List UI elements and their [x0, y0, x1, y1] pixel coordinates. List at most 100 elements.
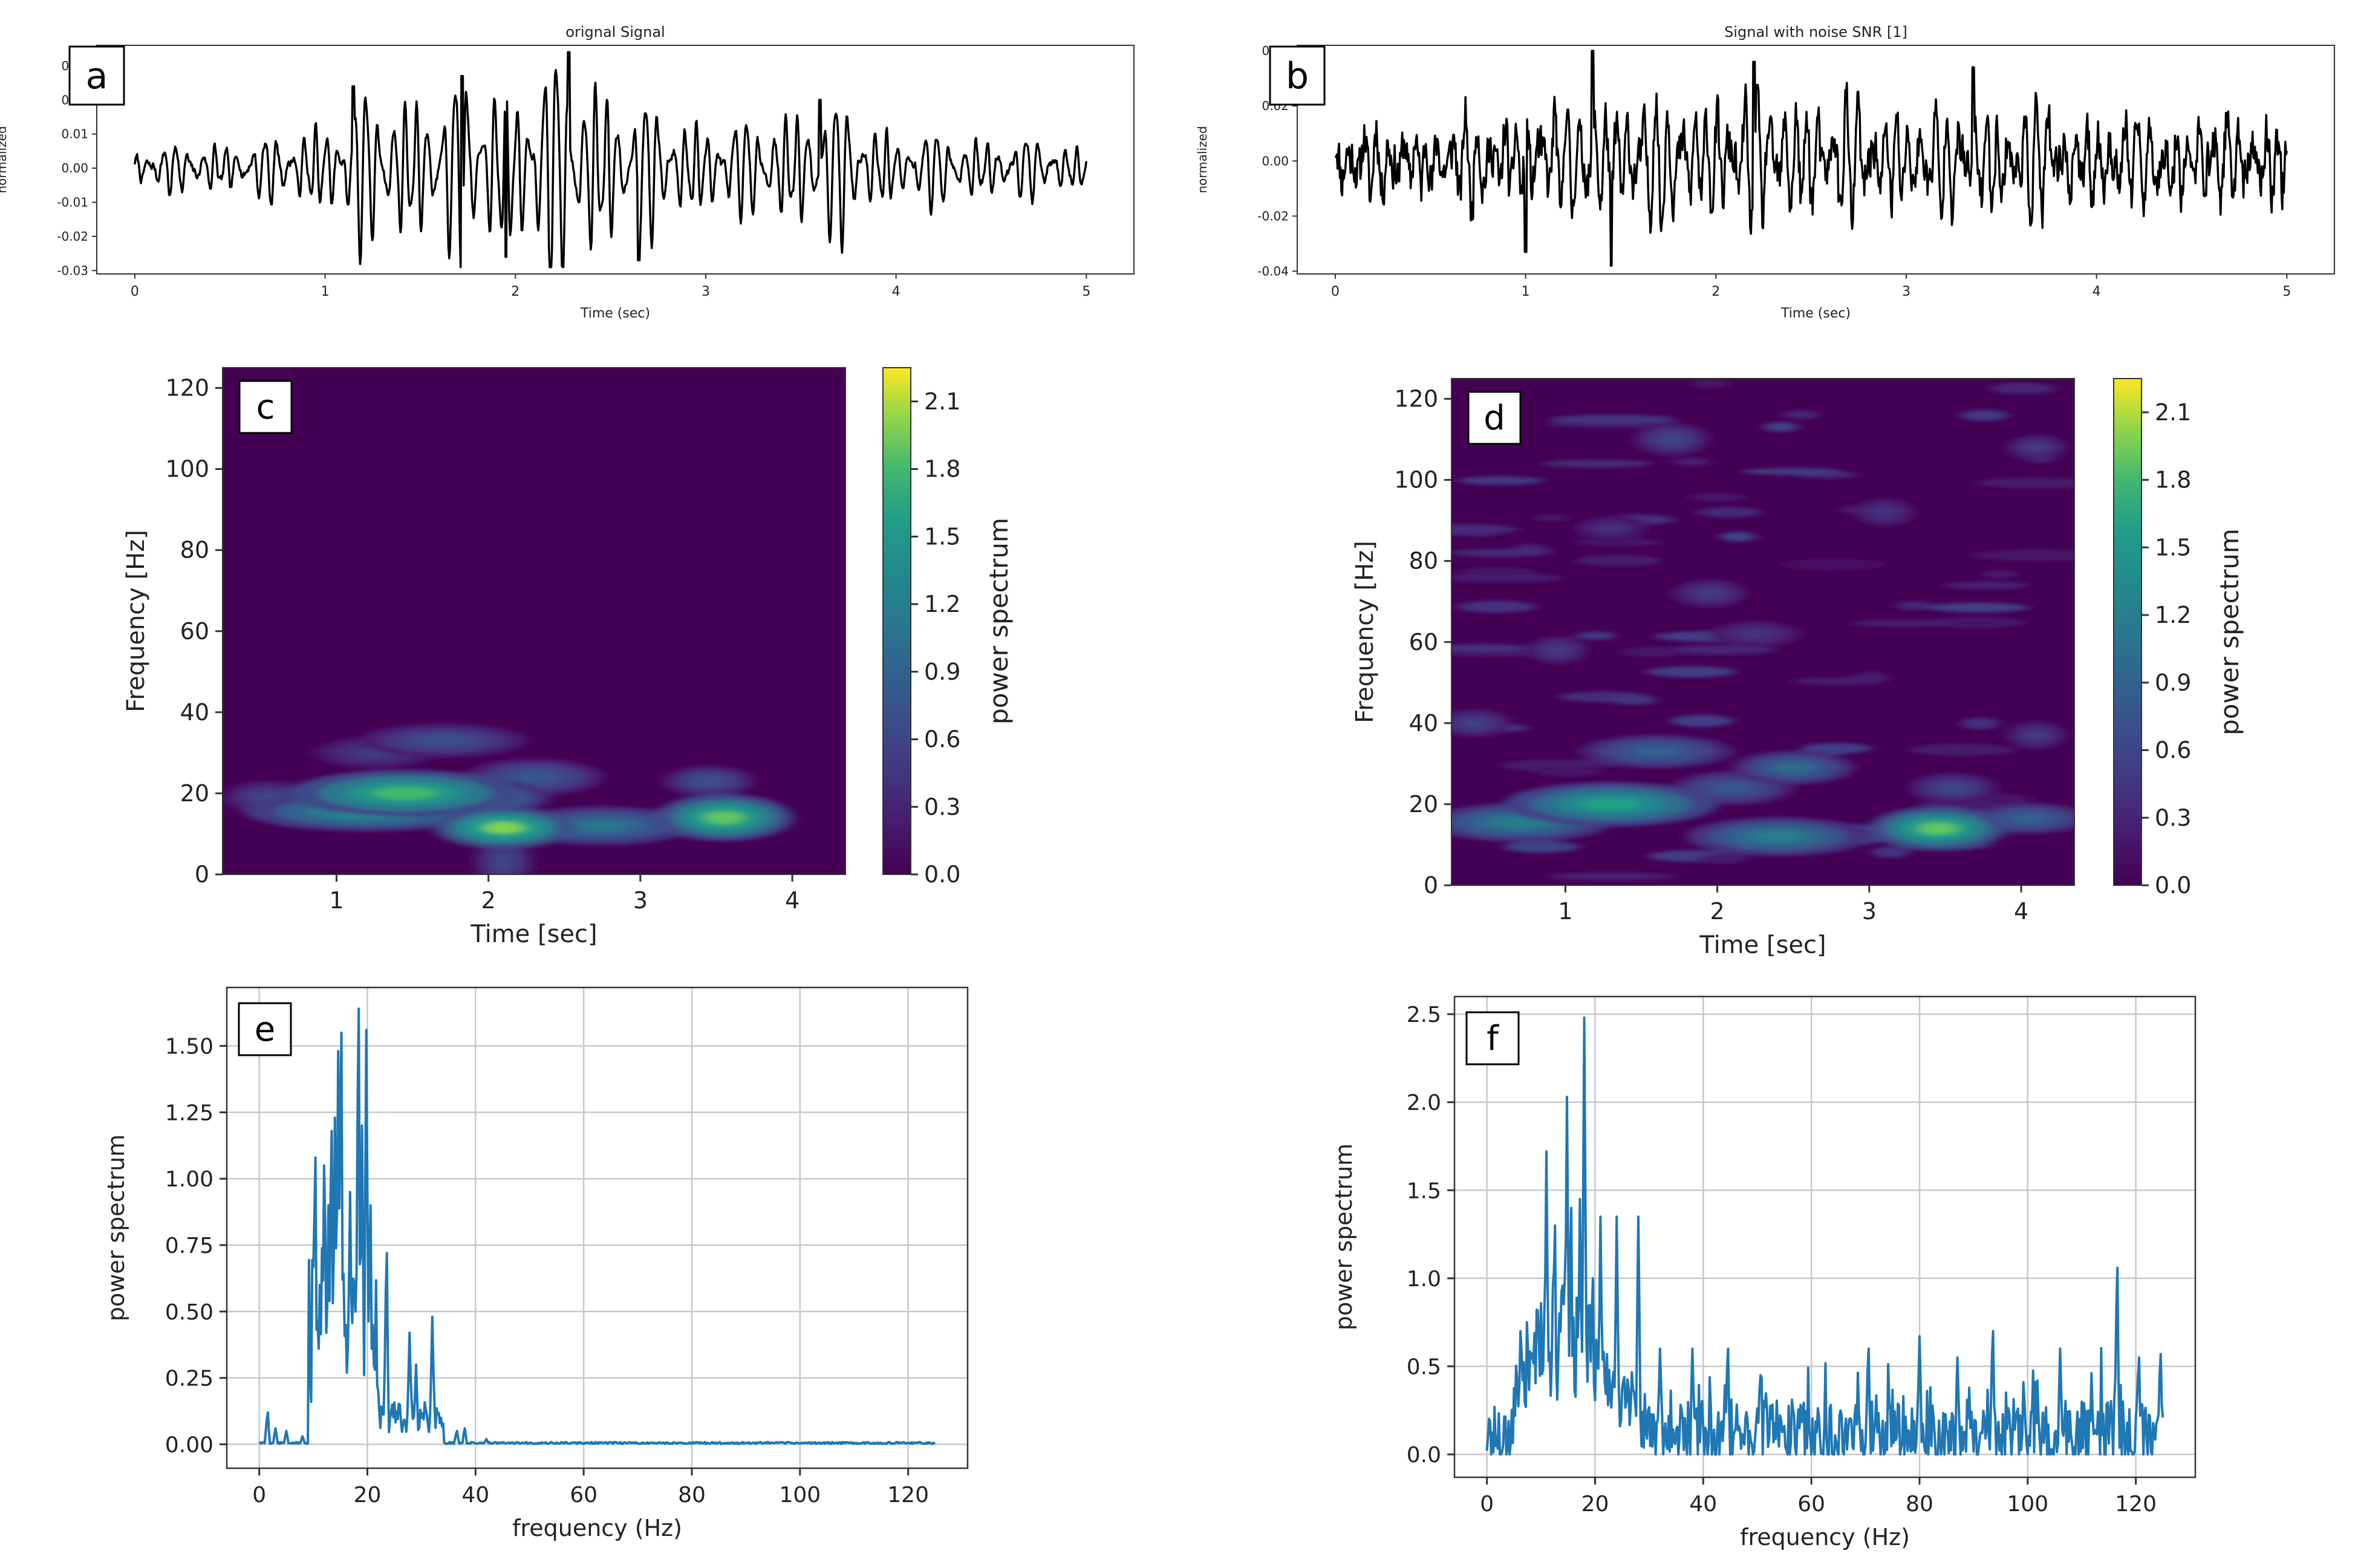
y-tick-label: 0.00: [1262, 154, 1289, 168]
y-tick-label: 1.50: [165, 1035, 213, 1059]
x-tick-label: 0: [131, 284, 139, 299]
panel-label-e: e: [255, 1010, 275, 1049]
x-axis-label: frequency (Hz): [512, 1515, 682, 1541]
y-tick-label: -0.02: [57, 229, 88, 244]
spectrogram-blob: [1464, 719, 1485, 727]
noise-streak: [1778, 559, 1887, 571]
y-tick-label: 0.5: [1407, 1355, 1441, 1380]
spectrogram-blob: [1494, 817, 1546, 828]
noise-streak: [1577, 631, 1616, 640]
spectrogram-blob: [576, 820, 628, 831]
noise-streak: [1742, 467, 1843, 475]
y-tick-label: 20: [1409, 791, 1438, 818]
heatmap-layer: [223, 368, 845, 874]
colorbar-tick-label: 0.6: [924, 726, 960, 753]
y-tick-label: 1.25: [165, 1101, 213, 1125]
heatmap-blobs: [1451, 379, 2074, 881]
noise-streak: [1926, 616, 2027, 628]
x-tick-label: 1: [329, 887, 344, 914]
y-tick-label: 80: [180, 537, 209, 564]
y-tick-label: 0.01: [61, 127, 88, 142]
signal-line: [134, 51, 1088, 268]
spectrogram-blob: [1699, 589, 1721, 597]
plot-frame: [1451, 378, 2075, 886]
panel-label-f-box: [1465, 1011, 1520, 1065]
y-tick-label: 0.25: [165, 1367, 213, 1391]
colorbar-tick-label: 0.3: [2155, 804, 2191, 831]
chart-title: Signal with noise SNR [1]: [1724, 24, 1907, 41]
noise-streak: [1976, 478, 2074, 489]
x-axis-label: frequency (Hz): [1740, 1524, 1910, 1550]
noise-streak: [1800, 743, 1872, 754]
x-tick-label: 1: [1522, 284, 1530, 299]
noise-streak: [1698, 853, 1748, 864]
noise-streak: [1549, 414, 1676, 425]
spectrogram-blob: [2011, 814, 2046, 823]
y-tick-label: 20: [180, 780, 209, 807]
noise-streak: [1972, 549, 2074, 561]
panel-f-noisy-power-spectrum: 0 20 40 60 80 100 120 0.0 0.5 1.0 1.5 2.0 2.5 frequen…: [1330, 995, 2197, 1550]
x-tick-label: 60: [1797, 1492, 1825, 1517]
noise-streak: [1576, 555, 1663, 567]
x-tick-label: 40: [461, 1483, 489, 1508]
noise-streak: [1928, 602, 2028, 613]
spectrogram-blob: [1661, 434, 1682, 444]
noise-streak: [1850, 619, 1957, 628]
spectrogram-blob: [495, 854, 512, 870]
noise-streak: [1670, 715, 1734, 727]
noise-streak: [1871, 847, 1911, 858]
y-axis-label: Frequency [Hz]: [122, 530, 150, 712]
panel-label-e-box: [238, 1002, 292, 1056]
x-tick-label: 0: [252, 1483, 266, 1508]
plot-frame: [1453, 995, 2197, 1479]
x-axis-label: Time (sec): [1780, 306, 1851, 321]
spectrogram-blob: [1549, 646, 1566, 654]
x-tick-label: 100: [2007, 1492, 2048, 1517]
x-tick-label: 60: [570, 1483, 598, 1508]
noise-streak: [1698, 507, 1762, 518]
noise-streak: [1451, 548, 1552, 557]
noise-streak: [1783, 410, 1820, 419]
spectrogram-blob: [1635, 746, 1678, 756]
panel-label-c-box: [238, 380, 293, 434]
plot-frame: [96, 45, 1135, 275]
y-tick-label: -0.02: [1257, 209, 1289, 223]
panel-label-a-box: [68, 45, 125, 106]
panel-b-noisy-signal-plot: Signal with noise SNR [1] 0 1 2 3 4 5 -0.04 -0.0…: [1195, 24, 2335, 321]
x-tick-label: 120: [2115, 1492, 2157, 1517]
colorbar-tick-label: 0.9: [924, 659, 960, 685]
noise-streak: [1960, 717, 1999, 730]
y-tick-label: 100: [1394, 467, 1438, 493]
spectrogram-blob: [373, 787, 437, 800]
x-tick-label: 3: [633, 887, 648, 914]
spectrogram-blob: [695, 776, 722, 786]
noise-streak: [1503, 841, 1579, 853]
colorbar-tick-label: 1.5: [924, 523, 960, 550]
noise-streak: [1689, 493, 1747, 502]
y-tick-label: 120: [1394, 386, 1438, 412]
plot-frame: [226, 986, 969, 1469]
colorbar-tick-label: 1.8: [2155, 467, 2191, 493]
x-tick-label: 100: [779, 1483, 821, 1508]
plot-frame: [1297, 45, 2335, 275]
x-tick-label: 3: [1902, 284, 1910, 299]
panel-label-d: d: [1484, 399, 1505, 438]
noise-streak: [1990, 382, 2056, 394]
spectrogram-blob: [1918, 822, 1957, 835]
chart-title: orignal Signal: [565, 24, 665, 41]
noise-streak: [1690, 379, 1730, 389]
y-tick-label: 0.75: [165, 1234, 213, 1258]
x-tick-label: 2: [1710, 898, 1725, 925]
noise-streak: [1621, 646, 1687, 657]
x-tick-label: 0: [1480, 1492, 1494, 1517]
y-tick-label: 2.5: [1407, 1003, 1441, 1027]
noise-streak: [1673, 457, 1710, 466]
y-tick-label: 60: [1409, 629, 1438, 656]
colorbar-tick-label: 1.2: [924, 591, 960, 617]
y-axis-label: Frequency [Hz]: [1351, 541, 1379, 723]
panel-e-power-spectrum: 0 20 40 60 80 100 120 0.00 0.25 0.50 0.75 1.00 1.25 1…: [103, 986, 969, 1541]
y-tick-label: 1.5: [1407, 1179, 1441, 1203]
noise-streak: [1909, 744, 2015, 756]
